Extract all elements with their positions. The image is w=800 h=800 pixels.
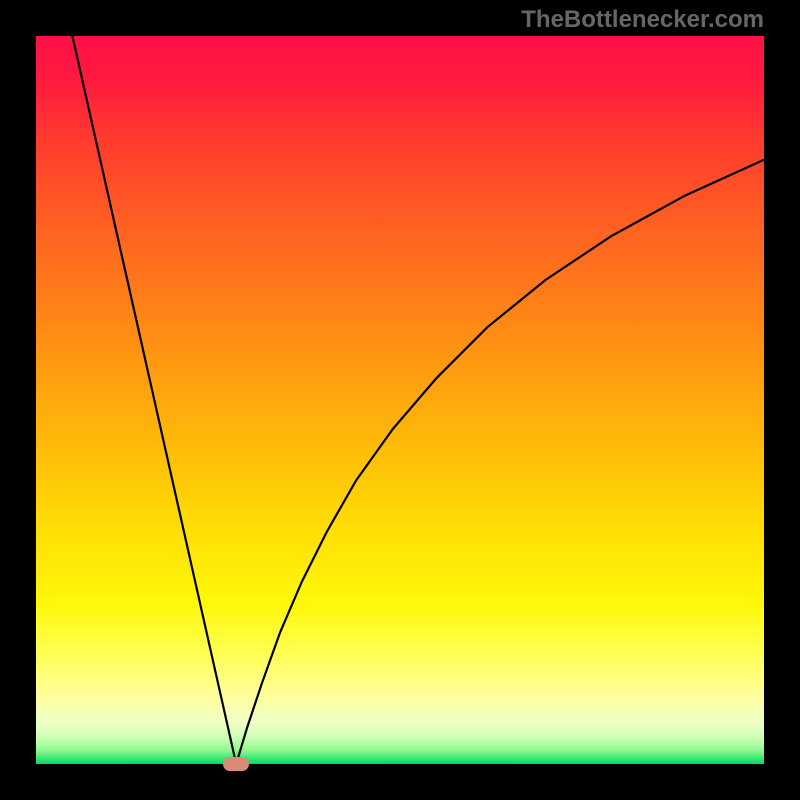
curve-layer bbox=[0, 0, 800, 800]
bottleneck-curve bbox=[72, 36, 764, 764]
watermark-text: TheBottlenecker.com bbox=[521, 6, 764, 34]
chart-container: TheBottlenecker.com bbox=[0, 0, 800, 800]
optimum-marker bbox=[223, 757, 249, 771]
